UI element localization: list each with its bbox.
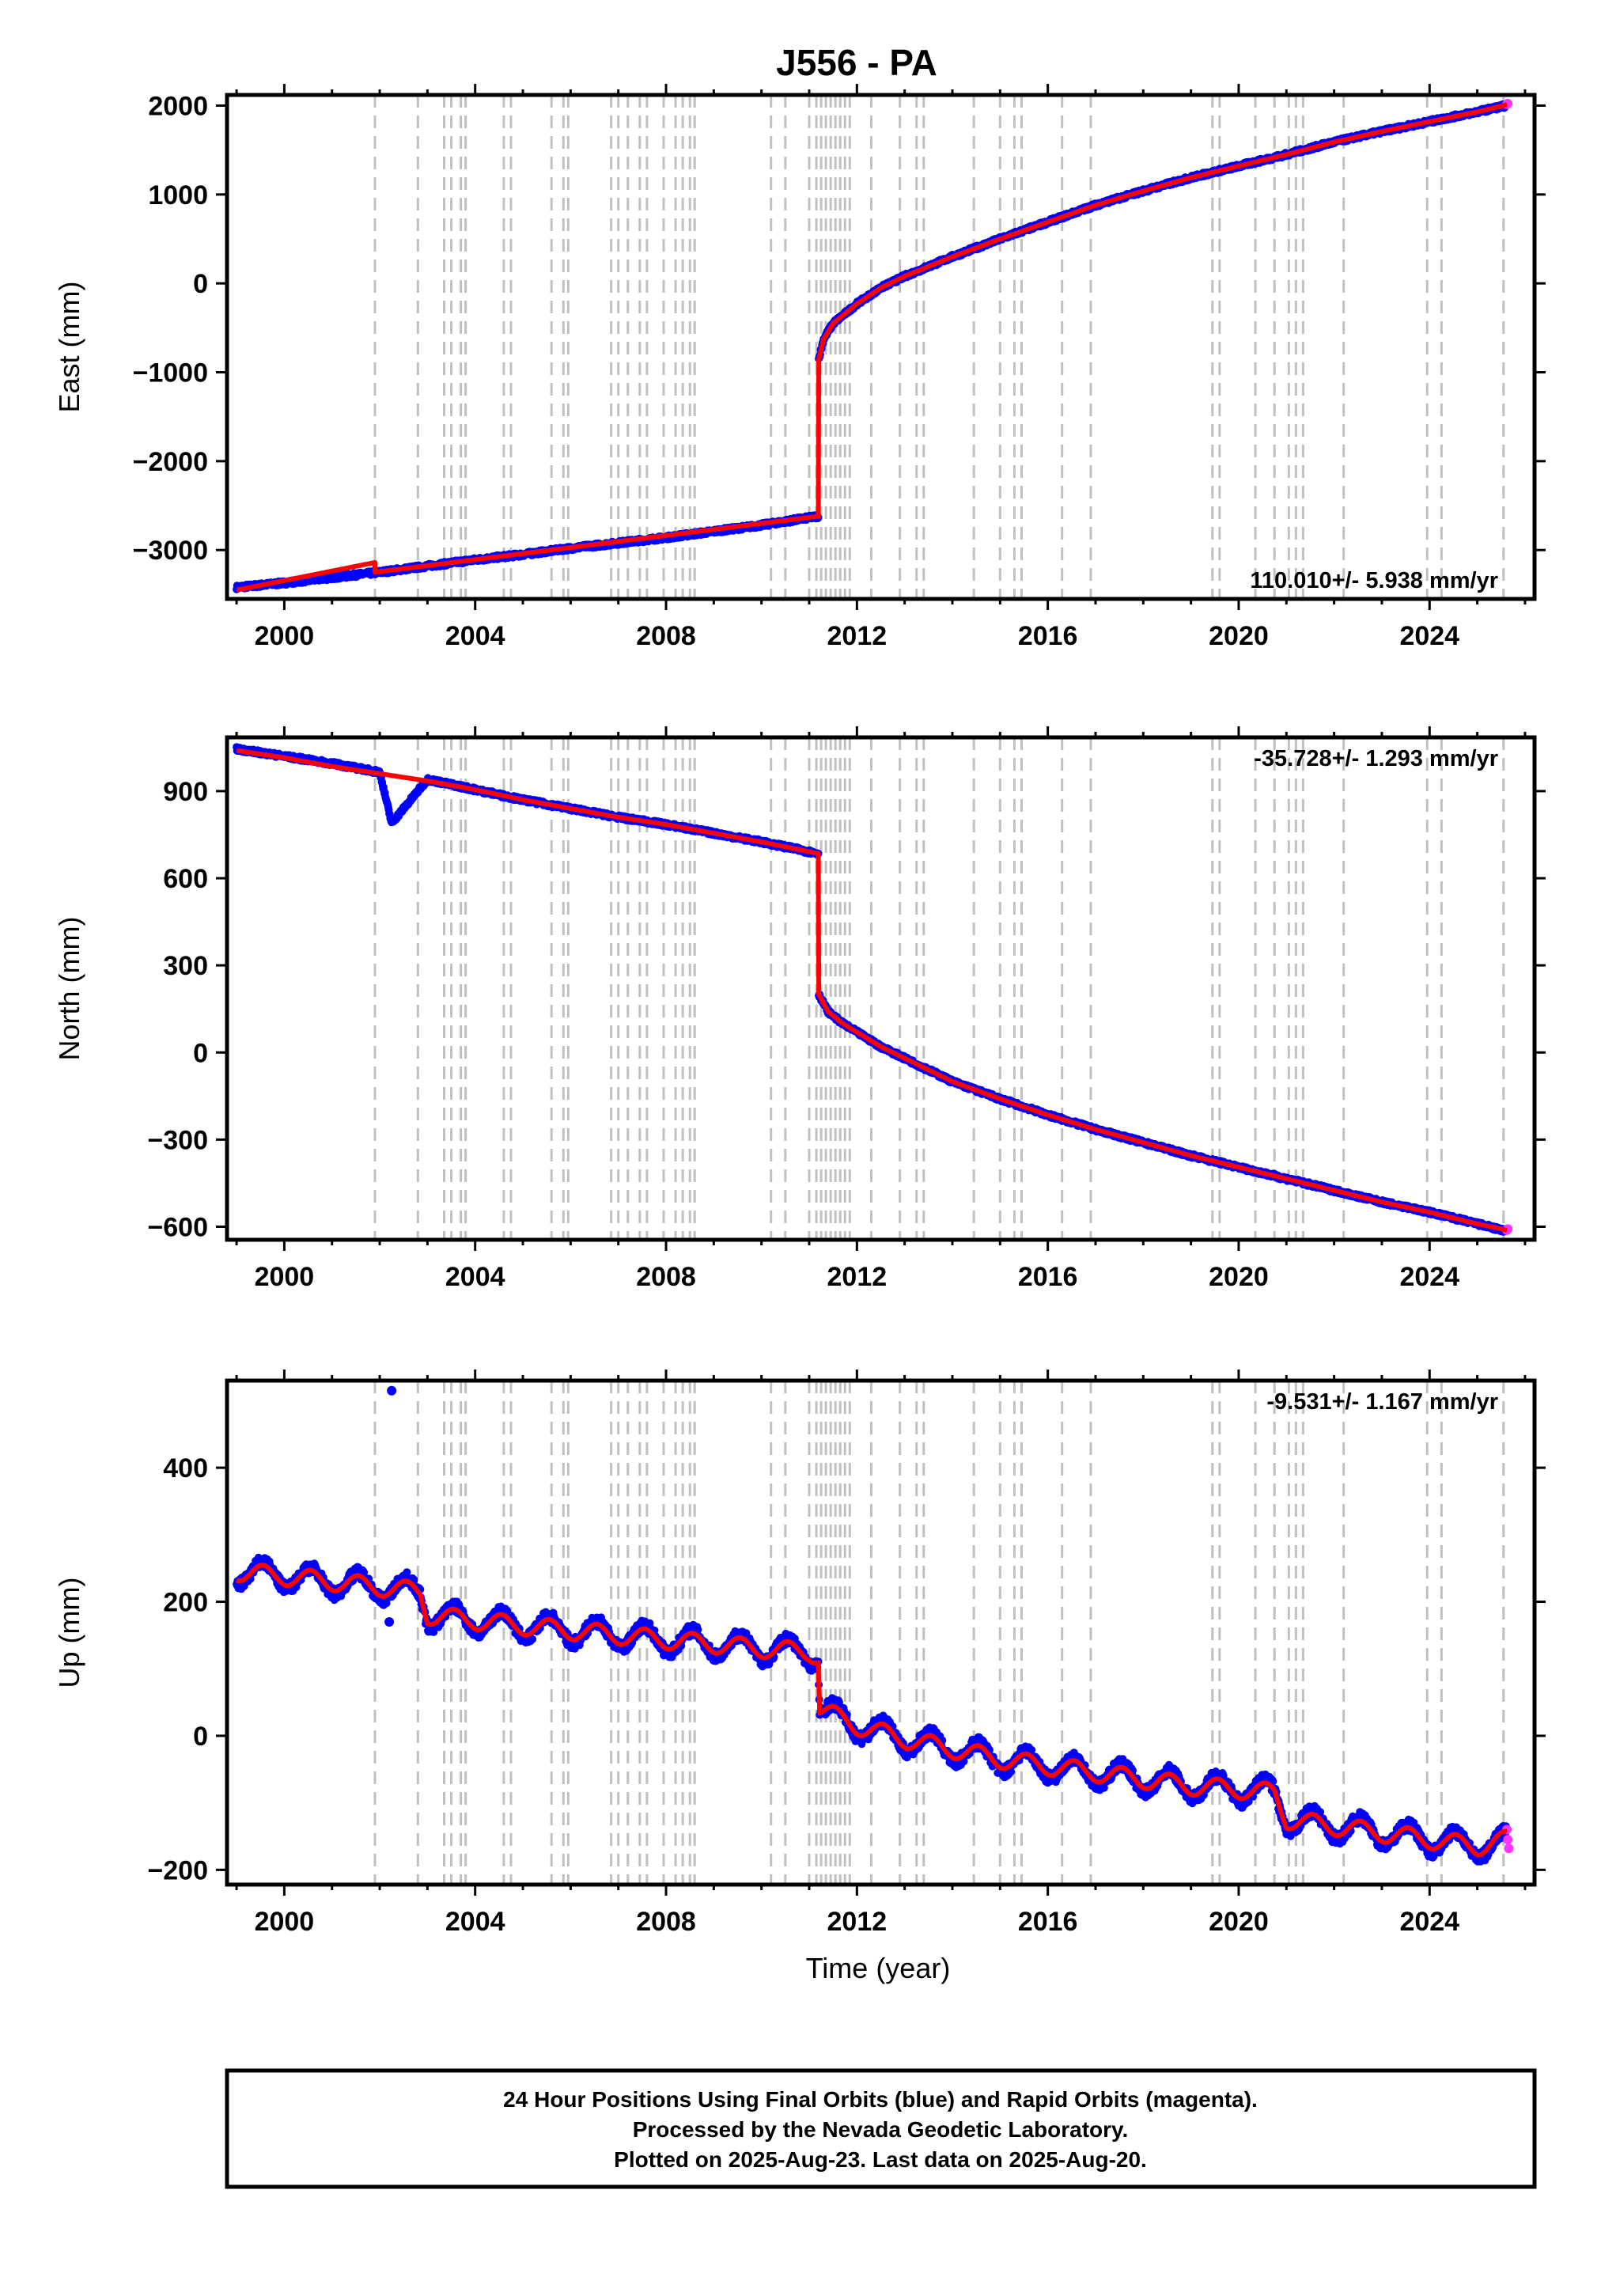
y-tick-label: −2000 (133, 447, 209, 477)
x-tick-label: 2020 (1209, 621, 1269, 651)
x-tick-label: 2024 (1399, 621, 1459, 651)
y-tick-label: −1000 (133, 358, 209, 388)
x-tick-label: 2000 (255, 621, 315, 651)
y-tick-label: −3000 (133, 536, 209, 566)
chart-title: J556 - PA (776, 42, 937, 83)
y-tick-label: 2000 (148, 91, 208, 121)
plot-area (233, 95, 1513, 599)
y-axis-label: East (mm) (53, 282, 85, 413)
plot-area (233, 737, 1513, 1240)
plot-frame (225, 93, 1537, 601)
y-tick-label: 0 (193, 269, 208, 299)
x-tick-label: 2004 (445, 621, 505, 651)
x-tick-label: 2008 (636, 621, 696, 651)
x-tick-label: 2016 (1018, 621, 1078, 651)
north-panel: 2000 2004 2008 2012 2016 2020 2024−600−3000300… (53, 726, 1546, 1292)
x-tick-label: 2012 (827, 621, 888, 651)
y-tick-label: 1000 (148, 180, 208, 210)
velocity-annotation: 110.010+/- 5.938 mm/yr (1250, 568, 1498, 593)
east-panel: 2000 2004 2008 2012 2016 2020 2024 −3000 −2000 −1… (53, 84, 1546, 651)
